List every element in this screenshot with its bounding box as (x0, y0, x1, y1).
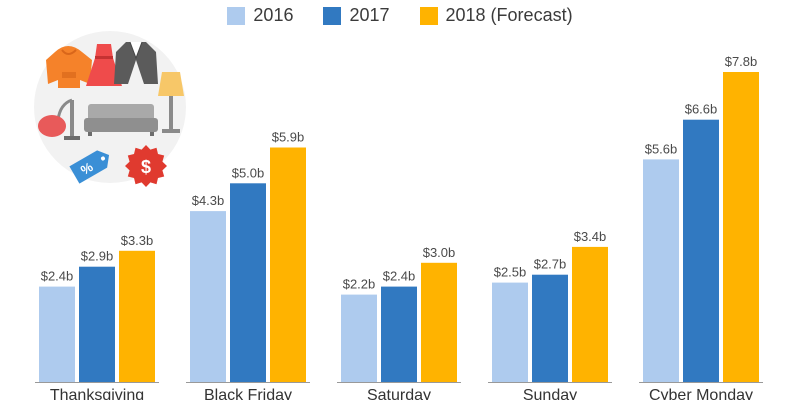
legend-item-1: 2017 (323, 5, 390, 26)
bar-saturday-1 (381, 286, 417, 382)
bar-value-label: $5.0b (232, 165, 265, 180)
legend-item-0: 2016 (227, 5, 293, 26)
bar-value-label: $6.6b (685, 102, 718, 117)
legend-item-2: 2018 (Forecast) (419, 5, 573, 26)
bar-value-label: $2.7b (534, 257, 567, 272)
category-label: Sunday (523, 387, 577, 400)
bar-value-label: $3.3b (121, 233, 154, 248)
bar-value-label: $3.4b (574, 229, 607, 244)
bar-black-friday-0 (190, 211, 226, 382)
bar-sunday-0 (492, 282, 528, 382)
legend-label: 2018 (Forecast) (445, 5, 573, 25)
bar-value-label: $7.8b (725, 54, 758, 69)
bar-value-label: $3.0b (423, 245, 456, 260)
dollar-badge-icon: $ (125, 145, 167, 187)
shopping-illustration: % $ (34, 31, 186, 187)
category-label: Cyber Monday (649, 387, 753, 400)
floor-lamp-icon (158, 72, 184, 133)
bar-cyber-monday-2 (723, 72, 759, 382)
bar-thanksgiving-0 (39, 286, 75, 382)
bar-saturday-2 (421, 262, 457, 382)
bar-sunday-2 (572, 246, 608, 382)
sofa-icon (84, 104, 158, 136)
bar-cyber-monday-0 (643, 159, 679, 382)
hoodie-icon (46, 46, 92, 88)
legend-swatch (419, 6, 438, 25)
bar-value-label: $2.5b (494, 265, 527, 280)
dollar-badge-text: $ (141, 157, 151, 177)
legend-label: 2016 (253, 5, 294, 25)
category-label: Thanksgiving (50, 387, 144, 400)
x-axis: Thanksgiving Black Friday Saturday Sunday Cy… (35, 382, 763, 400)
bar-cyber-monday-1 (683, 119, 719, 382)
category-label: Black Friday (204, 387, 292, 400)
bar-value-label: $5.9b (272, 130, 305, 145)
bar-black-friday-2 (270, 147, 306, 382)
discount-tag-icon: % (69, 150, 110, 184)
bars-layer (39, 72, 759, 382)
category-label: Saturday (367, 387, 431, 400)
value-labels-layer: $2.4b $2.9b $3.3b $4.3b $5.0b $5.9b $2.2b $2.4b… (41, 54, 758, 292)
bar-thanksgiving-2 (119, 250, 155, 382)
blazer-icon (114, 41, 158, 84)
legend-label: 2017 (349, 5, 390, 25)
legend-swatch (323, 6, 342, 25)
bar-value-label: $4.3b (192, 193, 225, 208)
bar-saturday-0 (341, 294, 377, 382)
bar-value-label: $2.2b (343, 277, 376, 292)
bar-black-friday-1 (230, 183, 266, 382)
bar-value-label: $2.4b (41, 269, 74, 284)
bar-sunday-1 (532, 274, 568, 382)
bar-value-label: $5.6b (645, 141, 678, 156)
bar-value-label: $2.4b (383, 269, 416, 284)
legend-swatch (227, 6, 246, 25)
bar-value-label: $2.9b (81, 249, 114, 264)
dress-icon (86, 44, 122, 86)
legend: 2016 2017 2018 (Forecast) (0, 5, 800, 26)
vacuum-cleaner-icon (38, 98, 80, 140)
bar-thanksgiving-1 (79, 266, 115, 382)
